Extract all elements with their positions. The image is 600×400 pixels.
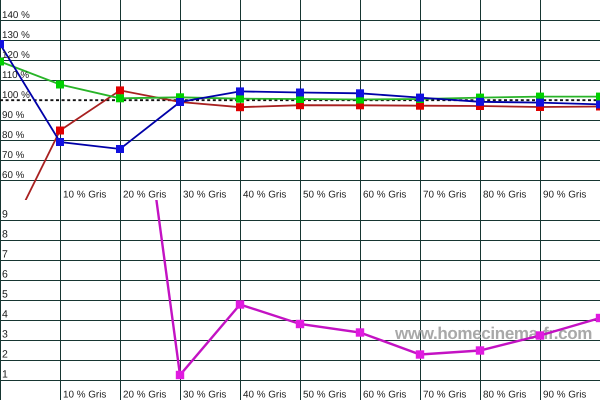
svg-text:110 %: 110 % [2,70,29,81]
svg-text:90 % Gris: 90 % Gris [543,389,586,400]
svg-text:30 % Gris: 30 % Gris [183,189,226,200]
svg-text:30 % Gris: 30 % Gris [183,389,226,400]
svg-text:70 % Gris: 70 % Gris [423,389,466,400]
svg-text:100 %: 100 % [2,90,30,101]
svg-text:20 % Gris: 20 % Gris [123,389,166,400]
svg-text:70 % Gris: 70 % Gris [423,189,466,200]
svg-text:60 % Gris: 60 % Gris [363,389,406,400]
svg-text:80 % Gris: 80 % Gris [483,189,526,200]
svg-text:10 % Gris: 10 % Gris [63,189,106,200]
svg-text:7: 7 [2,249,8,261]
svg-text:4: 4 [2,309,8,321]
svg-text:20 % Gris: 20 % Gris [123,189,166,200]
svg-text:60 %: 60 % [2,170,25,181]
svg-text:2: 2 [2,349,8,361]
svg-text:10 % Gris: 10 % Gris [63,389,106,400]
svg-text:50 % Gris: 50 % Gris [303,389,346,400]
svg-text:40 % Gris: 40 % Gris [243,189,286,200]
svg-text:60 % Gris: 60 % Gris [363,189,406,200]
svg-text:50 % Gris: 50 % Gris [303,189,346,200]
svg-text:80 %: 80 % [2,130,25,141]
svg-text:8: 8 [2,229,8,241]
svg-text:130 %: 130 % [2,30,30,41]
svg-text:6: 6 [2,269,8,281]
svg-text:40 % Gris: 40 % Gris [243,389,286,400]
svg-text:3: 3 [2,329,8,341]
svg-text:9: 9 [2,209,8,221]
svg-text:80 % Gris: 80 % Gris [483,389,526,400]
svg-text:1: 1 [2,369,8,381]
svg-text:5: 5 [2,289,8,301]
svg-text:www.homecinema-fr.com: www.homecinema-fr.com [394,324,592,343]
svg-text:90 %: 90 % [2,110,25,121]
svg-text:70 %: 70 % [2,150,25,161]
svg-text:140 %: 140 % [2,10,30,21]
svg-text:90 % Gris: 90 % Gris [543,189,586,200]
svg-text:120 %: 120 % [2,50,30,61]
